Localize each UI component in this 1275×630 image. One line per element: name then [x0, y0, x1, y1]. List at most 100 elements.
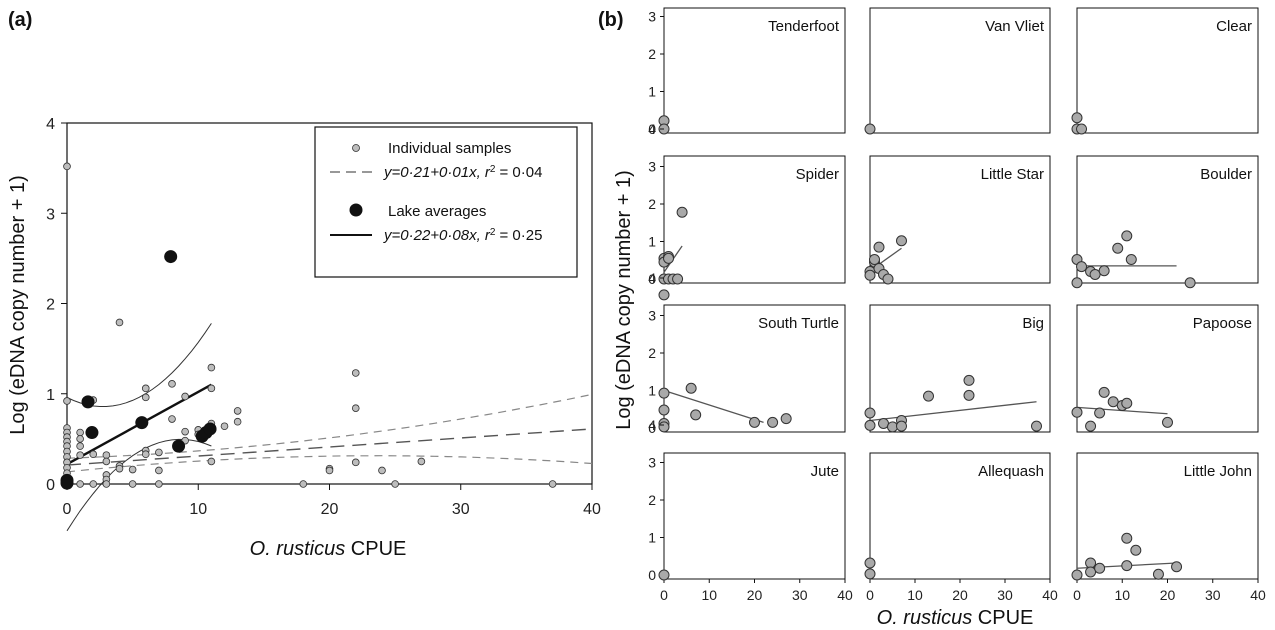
samples-ci-upper: [66, 393, 593, 459]
lake-panel: Papoose: [1071, 304, 1259, 433]
lake-sample-point: [1121, 560, 1133, 572]
sample-point: [76, 435, 84, 443]
legend-lake-marker: [349, 203, 363, 217]
y-tick-label: 1: [648, 84, 656, 100]
lake-average-point: [164, 250, 178, 264]
x-tick-label: 30: [792, 587, 808, 603]
lake-sample-point: [864, 407, 876, 419]
x-tick-label: 30: [997, 587, 1013, 603]
legend-lakes-eq-text: y=0·22+0·08x, r: [383, 227, 491, 244]
x-tick-label: 40: [1250, 587, 1266, 603]
lake-name: Little John: [1184, 463, 1252, 480]
y-tick-label: 0: [648, 271, 656, 287]
sample-point: [299, 480, 308, 488]
sample-point: [76, 442, 84, 450]
lake-sample-point: [887, 421, 898, 433]
y-tick-label: 3: [648, 308, 656, 324]
sample-point: [128, 480, 137, 488]
lake-sample-point: [1089, 269, 1101, 280]
legend-lakes-sup: 2: [490, 227, 496, 238]
lake-panel-frame: [1076, 7, 1259, 134]
lake-sample-point: [658, 404, 670, 416]
panel-b-y-axis-title: Log (eDNA copy number + 1): [613, 170, 635, 430]
lake-sample-point: [1094, 407, 1106, 419]
lake-name: Boulder: [1200, 166, 1252, 183]
x-tick-label: 0: [1073, 587, 1081, 603]
lake-panel-frame: [869, 304, 1051, 433]
y-tick-label: 0: [648, 121, 656, 137]
x-tick-label: 30: [1205, 587, 1221, 603]
lake-sample-point: [1121, 397, 1133, 409]
lake-average-point: [60, 476, 74, 490]
y-tick-label: 0: [648, 420, 656, 436]
legend-samples-r2: = 0·04: [499, 164, 542, 181]
lake-sample-point: [1031, 420, 1042, 432]
lake-sample-point: [878, 418, 889, 429]
lake-panel: Little John 0 10 20 30 40: [1071, 452, 1266, 603]
sample-point: [63, 162, 71, 171]
sample-point: [89, 450, 98, 459]
samples-ci-lower: [66, 455, 593, 473]
lake-sample-point: [1071, 277, 1083, 289]
lake-sample-point: [873, 241, 885, 253]
panel-b-x-species: O. rusticus: [877, 607, 973, 629]
y-tick-label: 4: [46, 116, 55, 133]
lake-sample-point: [672, 273, 684, 285]
sample-point: [115, 464, 124, 473]
lake-sample-point: [767, 416, 779, 428]
lake-panel: Little Star: [864, 155, 1051, 285]
sample-point: [220, 422, 229, 431]
sample-point: [155, 466, 163, 475]
lake-panel: Allequash 0 10 20 30 40: [864, 452, 1058, 603]
lake-panel: Big: [864, 304, 1051, 433]
lake-panel: Clear: [1071, 7, 1259, 135]
lake-panel: Boulder: [1071, 155, 1259, 289]
lake-sample-point: [882, 273, 894, 285]
x-tick-label: 20: [747, 587, 763, 603]
y-tick-label: 3: [648, 159, 656, 175]
x-tick-label: 10: [907, 587, 923, 603]
lake-sample-point: [1085, 566, 1097, 578]
y-tick-label: 2: [648, 345, 656, 361]
sample-point: [102, 451, 111, 459]
lake-fit-line: [869, 401, 1037, 422]
panel-b-x-unit: CPUE: [978, 607, 1034, 629]
y-tick-label: 1: [46, 387, 55, 404]
y-tick-label: 2: [648, 196, 656, 212]
panel-a-x-unit: CPUE: [351, 538, 407, 560]
x-tick-label: 20: [952, 587, 968, 603]
y-tick-label: 0: [648, 567, 656, 583]
lake-sample-point: [685, 382, 697, 394]
y-tick-label: 1: [648, 530, 656, 546]
panel-b-x-axis-title: O. rusticus CPUE: [877, 607, 1034, 629]
lake-sample-point: [864, 123, 876, 135]
y-tick-label: 4: [648, 270, 656, 286]
lake-sample-point: [963, 374, 975, 386]
sample-point: [102, 457, 111, 466]
x-tick-label: 40: [583, 501, 601, 518]
sample-point: [378, 466, 386, 475]
sample-point: [155, 480, 163, 488]
sample-point: [141, 450, 150, 459]
sample-point: [351, 369, 360, 377]
lake-sample-point: [896, 235, 907, 247]
legend-samples-sup: 2: [490, 164, 496, 175]
sample-point: [63, 397, 71, 405]
lake-panel: Van Vliet: [864, 7, 1051, 135]
sample-point: [181, 392, 189, 401]
lake-sample-point: [1130, 544, 1142, 556]
panel-a-x-axis-title: O. rusticus CPUE: [250, 538, 407, 560]
lake-average-point: [135, 416, 149, 430]
lake-panel-frame: [663, 7, 846, 134]
y-tick-label: 3: [46, 206, 55, 223]
lake-sample-point: [1121, 230, 1133, 242]
panel-a-label: (a): [8, 9, 32, 31]
lake-sample-point: [1071, 406, 1083, 418]
lake-sample-point: [749, 416, 760, 428]
lake-sample-point: [1071, 112, 1083, 124]
sample-point: [233, 417, 242, 426]
lake-sample-point: [1121, 532, 1133, 544]
sample-point: [76, 428, 84, 437]
sample-point: [76, 451, 84, 459]
lake-sample-point: [896, 420, 907, 432]
